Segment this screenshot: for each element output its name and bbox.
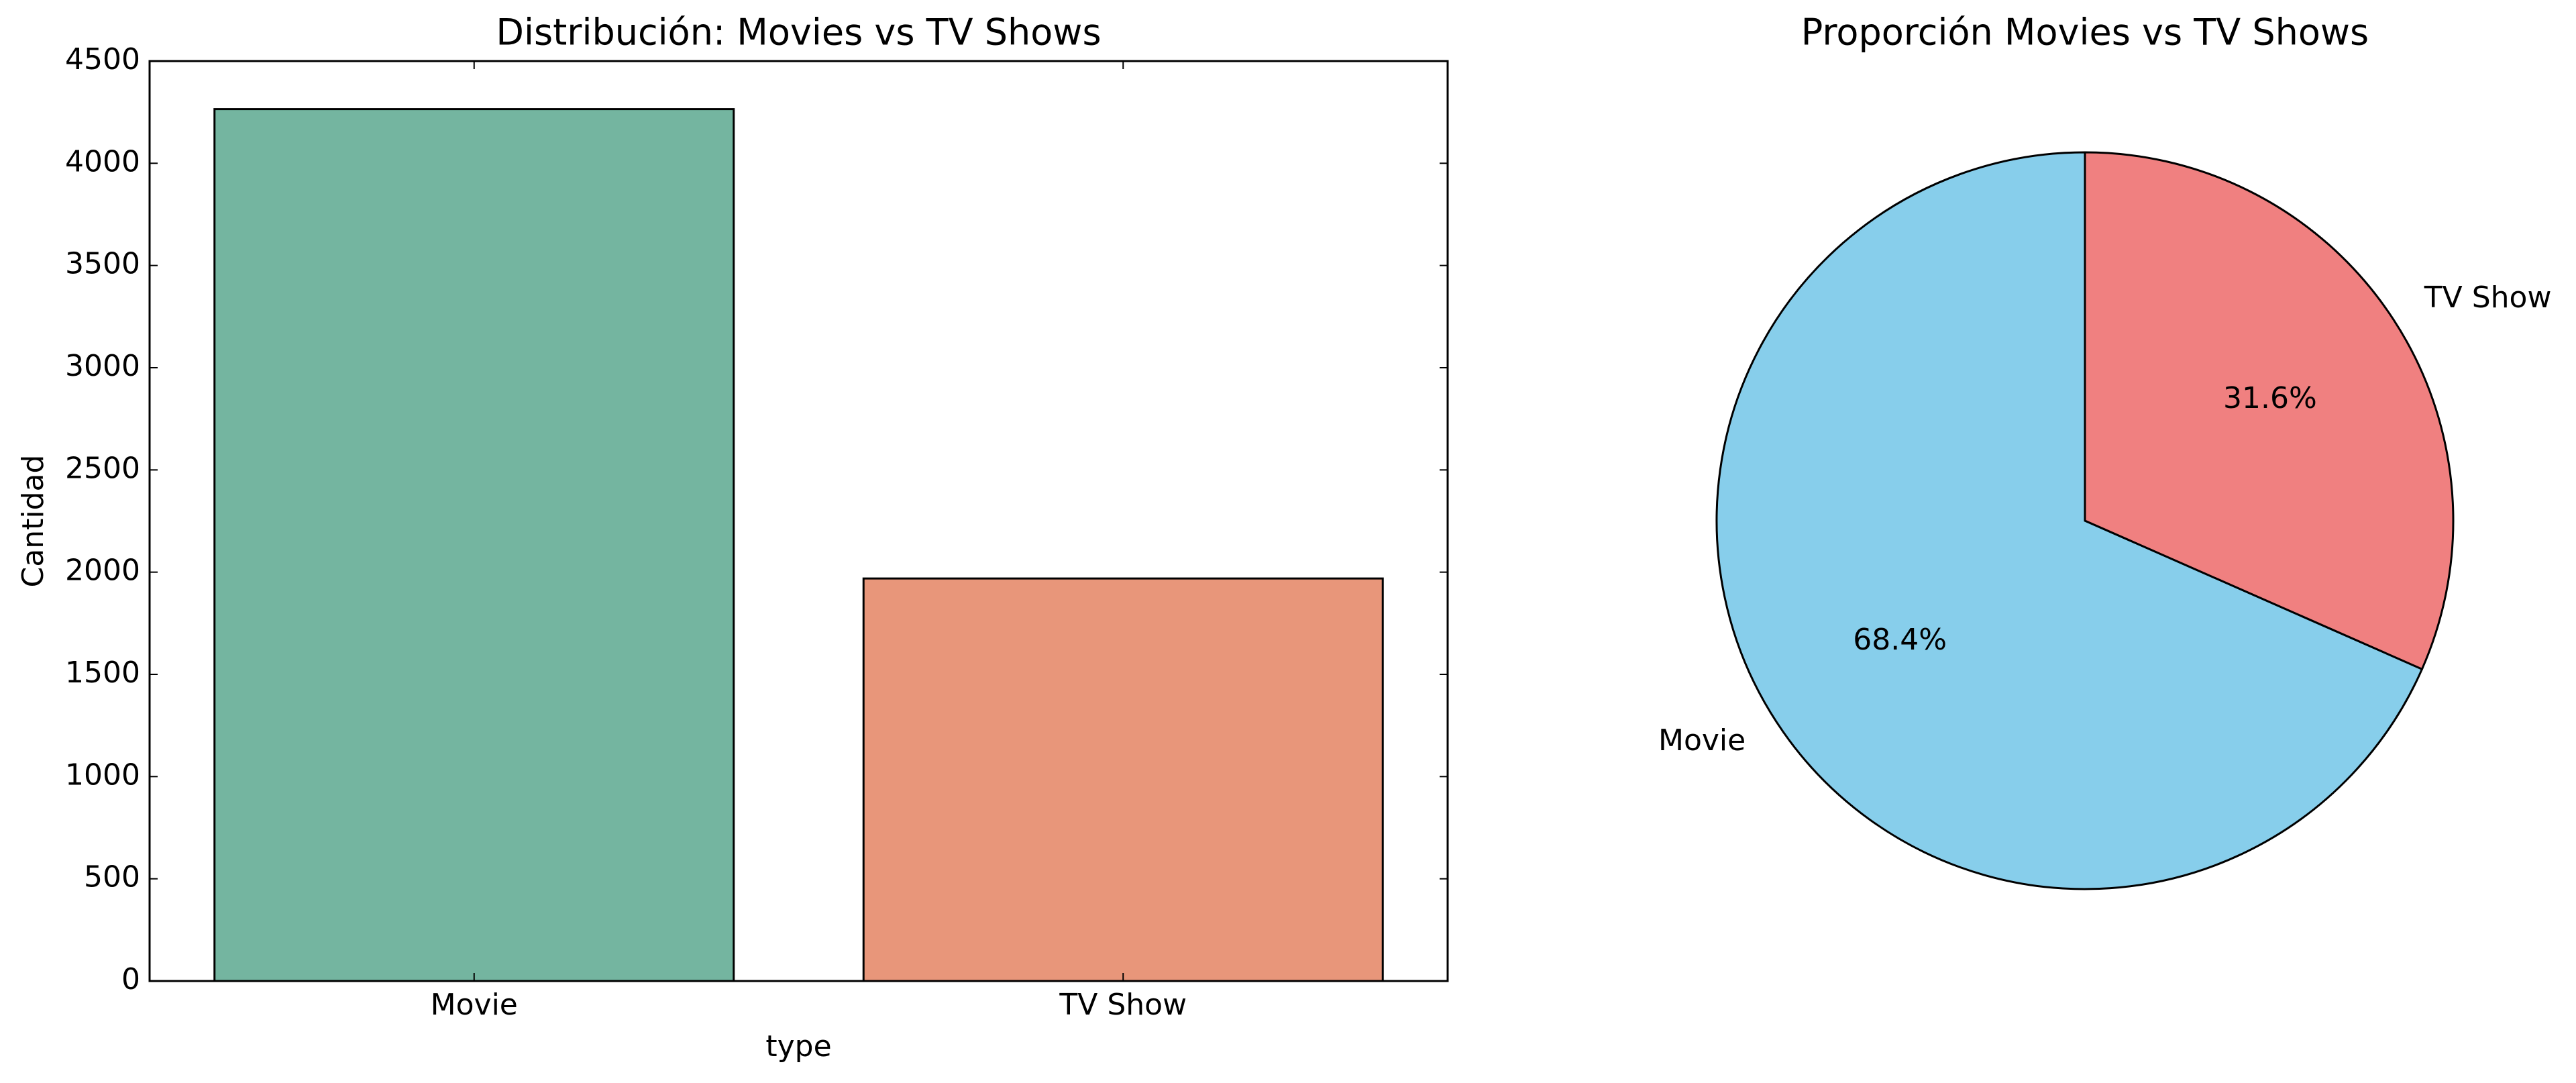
chart-title: Distribución: Movies vs TV Shows — [496, 11, 1101, 54]
slice-label: Movie — [1658, 723, 1746, 758]
pie-slice — [2084, 151, 2455, 671]
y-tick-label: 1000 — [65, 758, 140, 792]
y-tick-label: 1500 — [65, 656, 140, 690]
chart-title: Proporción Movies vs TV Shows — [1801, 11, 2369, 54]
y-tick-label: 2500 — [65, 451, 140, 485]
y-tick-label: 0 — [121, 962, 140, 996]
x-axis-label: type — [765, 1029, 831, 1064]
y-tick-label: 4000 — [65, 144, 140, 178]
percent-label: 68.4% — [1853, 623, 1947, 657]
bar — [213, 108, 735, 982]
y-tick-label: 500 — [84, 860, 140, 894]
slice-label: TV Show — [2424, 280, 2552, 315]
percent-label: 31.6% — [2223, 381, 2317, 415]
x-tick-label: TV Show — [1059, 988, 1187, 1022]
y-tick-label: 3000 — [65, 349, 140, 383]
plot-frame — [148, 60, 1449, 982]
y-tick-label: 2000 — [65, 554, 140, 588]
y-tick-label: 4500 — [65, 42, 140, 76]
y-tick-label: 3500 — [65, 247, 140, 281]
y-axis-label: Cantidad — [16, 455, 50, 588]
pie-slice — [1715, 151, 2424, 890]
x-tick-label: Movie — [431, 988, 518, 1022]
bar — [862, 577, 1384, 982]
